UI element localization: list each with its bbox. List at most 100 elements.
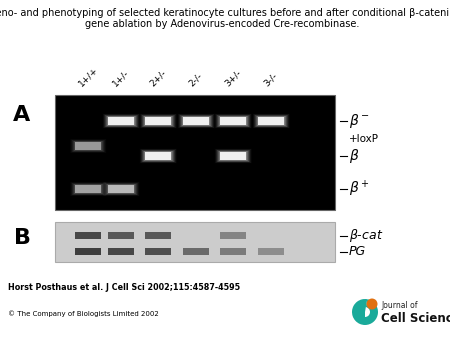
Bar [220,152,246,160]
Text: gene ablation by Adenovirus-encoded Cre-recombinase.: gene ablation by Adenovirus-encoded Cre-… [85,19,359,29]
Bar [108,232,134,239]
Bar [70,139,106,153]
Bar [215,114,252,128]
Wedge shape [365,299,378,325]
Bar [103,114,140,128]
Bar [74,141,102,151]
Text: PG: PG [349,245,366,258]
Bar [106,116,136,126]
Bar [180,116,212,126]
Text: 2+/-: 2+/- [148,68,168,88]
Bar [69,182,107,197]
Bar [256,116,287,126]
Bar [105,183,137,195]
Bar [217,116,248,126]
Bar [72,183,104,195]
Bar [108,185,134,193]
Text: Cell Science: Cell Science [381,312,450,324]
Text: Horst Posthaus et al. J Cell Sci 2002;115:4587-4595: Horst Posthaus et al. J Cell Sci 2002;11… [8,283,240,292]
Bar [179,115,213,127]
Bar [220,117,246,125]
Bar [141,150,175,162]
Bar [107,116,135,126]
Bar [75,142,101,150]
Bar [180,115,212,127]
Bar [220,117,247,125]
Text: $\beta$: $\beta$ [349,147,360,165]
Bar [105,184,136,194]
Bar [144,151,172,161]
Bar [218,151,248,161]
Bar [72,141,104,151]
Bar [73,184,103,194]
Bar [141,115,175,127]
Text: 2-/-: 2-/- [188,71,205,88]
Bar [142,150,174,162]
Bar [258,117,284,125]
Bar [144,152,171,160]
Bar [140,149,176,163]
Bar [140,149,176,163]
Text: $\beta^+$: $\beta^+$ [349,179,370,199]
Bar [219,151,247,161]
Bar [257,117,284,125]
Bar [102,182,140,197]
Bar [181,116,211,126]
Bar [253,114,289,128]
Bar [70,182,106,196]
Bar [181,116,211,126]
Bar [69,182,107,196]
Bar [183,117,209,125]
Text: © The Company of Biologists Limited 2002: © The Company of Biologists Limited 2002 [8,310,159,317]
Bar [216,150,250,162]
Bar [104,183,138,195]
Bar [145,152,171,160]
Text: +loxP: +loxP [349,134,379,144]
Bar [144,151,172,161]
Bar [108,117,134,125]
Bar [105,116,136,126]
Bar [140,149,176,163]
Circle shape [366,298,378,310]
Bar [216,115,250,127]
Bar [252,114,289,128]
Bar [179,114,213,128]
Bar [144,117,171,125]
Bar [140,114,176,128]
Bar [103,182,140,196]
Bar [104,114,139,128]
Bar [107,184,135,194]
Bar [75,142,102,150]
Text: 3+/-: 3+/- [223,68,243,88]
Bar [143,116,174,126]
Bar [72,140,104,152]
Text: 3-/-: 3-/- [262,71,279,88]
Wedge shape [352,299,367,325]
Bar [258,248,284,255]
Bar [143,151,173,161]
Text: B: B [14,228,31,248]
Bar [255,115,287,127]
Bar [75,185,101,193]
Bar [140,114,176,128]
Bar [139,114,177,128]
Bar [257,116,285,126]
Bar [143,150,174,162]
Bar [214,114,252,128]
Bar [71,139,105,153]
Bar [145,117,171,125]
Bar [217,150,248,162]
Bar [216,149,251,163]
Bar [71,183,105,195]
Bar [256,116,286,126]
Bar [141,150,175,162]
Bar [71,140,105,152]
Bar [214,148,252,164]
Bar [105,115,137,127]
Bar [216,115,249,127]
Bar [216,150,249,162]
Bar [177,114,215,128]
Bar [145,232,171,239]
Bar [219,116,247,126]
Bar [104,183,138,195]
